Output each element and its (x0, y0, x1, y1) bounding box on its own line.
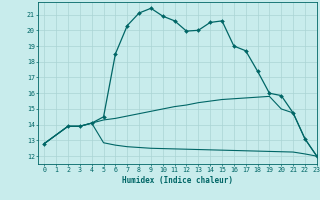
X-axis label: Humidex (Indice chaleur): Humidex (Indice chaleur) (122, 176, 233, 185)
